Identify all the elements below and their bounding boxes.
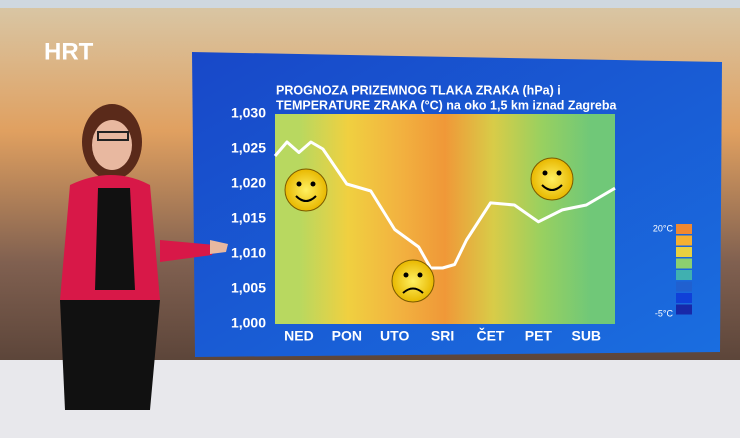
legend-swatch xyxy=(676,224,692,234)
smiley-happy xyxy=(530,157,574,201)
y-tick-label: 1,015 xyxy=(231,210,266,226)
x-tick-label: SRI xyxy=(431,328,454,344)
pressure-line xyxy=(273,140,616,270)
temperature-legend: 20°C -5°C xyxy=(653,223,692,318)
legend-swatch xyxy=(676,258,692,269)
x-tick-label: UTO xyxy=(380,328,409,344)
legend-label: 20°C xyxy=(653,223,674,233)
y-tick-label: 1,005 xyxy=(231,280,266,296)
y-tick-label: 1,025 xyxy=(231,140,266,156)
x-tick-label: PET xyxy=(525,328,553,344)
x-tick-label: PON xyxy=(332,328,362,344)
legend-swatch xyxy=(676,235,692,246)
y-tick-label: 1,030 xyxy=(231,105,266,121)
y-tick-label: 1,000 xyxy=(231,315,266,331)
presenter xyxy=(60,104,228,410)
x-tick-label: SUB xyxy=(571,328,601,344)
y-tick-label: 1,010 xyxy=(231,245,266,261)
smiley-sad xyxy=(391,259,435,303)
legend-swatch xyxy=(676,304,692,315)
plot-area xyxy=(275,114,615,324)
chart-title: PROGNOZA PRIZEMNOG TLAKA ZRAKA (hPa) i xyxy=(276,83,561,97)
smiley-happy xyxy=(284,168,328,212)
legend-label: -5°C xyxy=(655,308,674,318)
logo: HRT xyxy=(44,38,94,65)
legend-swatch xyxy=(676,281,692,292)
legend-swatch xyxy=(676,293,692,303)
legend-swatch xyxy=(676,247,692,257)
y-tick-label: 1,020 xyxy=(231,175,266,191)
x-tick-label: NED xyxy=(284,328,314,344)
chart-title: TEMPERATURE ZRAKA (°C) na oko 1,5 km izn… xyxy=(276,98,618,112)
x-tick-label: ČET xyxy=(476,327,504,344)
chart: 1,000 1,005 1,010 1,015 1,020 1,025 1,030 NED PO… xyxy=(231,105,616,344)
ceiling xyxy=(0,0,740,8)
legend-swatch xyxy=(676,270,692,280)
